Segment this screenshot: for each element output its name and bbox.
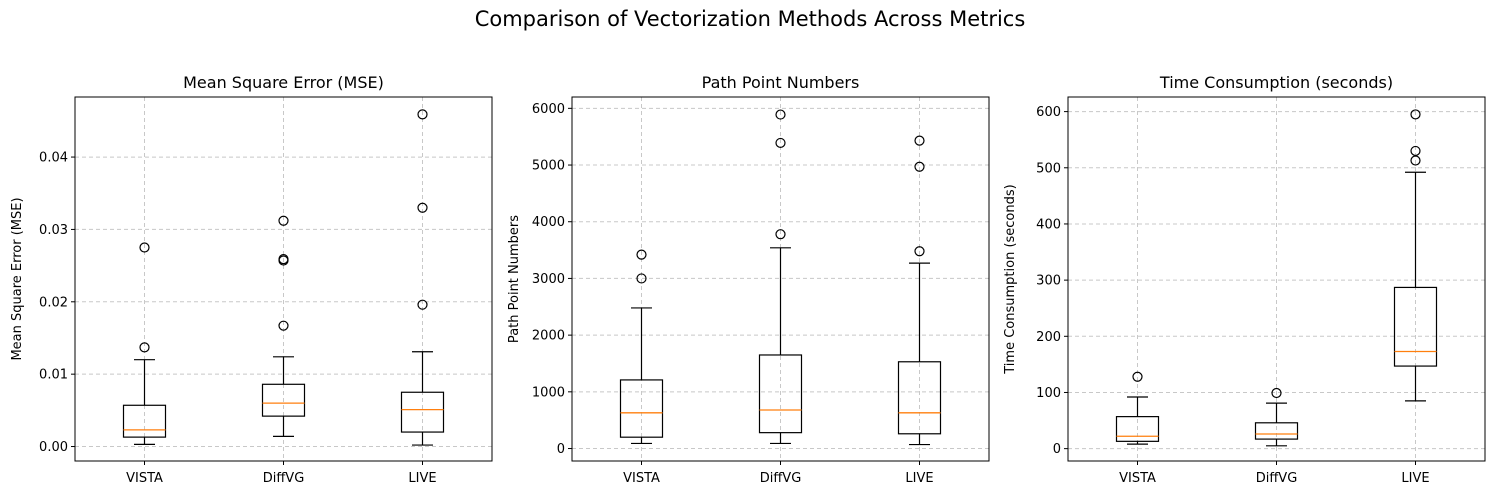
outlier-point	[417, 299, 428, 310]
y-tick-label: 0.02	[39, 295, 68, 310]
box-diffvg	[1254, 387, 1299, 447]
y-axis-label: Mean Square Error (MSE)	[10, 197, 25, 360]
outlier-point	[775, 229, 786, 240]
y-tick-label: 0.00	[39, 440, 68, 455]
y-axis-label: Path Point Numbers	[507, 215, 522, 343]
y-tick-label: 0.04	[39, 151, 68, 166]
outlier-point	[139, 242, 150, 253]
box-vista	[122, 242, 167, 445]
outlier-point	[914, 246, 925, 257]
y-tick-label: 0	[1053, 442, 1061, 457]
iqr-box	[1254, 422, 1299, 440]
box-live	[897, 135, 942, 446]
x-tick-label-live: LIVE	[1401, 471, 1429, 486]
y-tick-label: 3000	[532, 272, 565, 287]
x-tick-label-vista: VISTA	[1119, 471, 1156, 486]
y-tick-label: 500	[1036, 161, 1061, 176]
y-tick-label: 0.03	[39, 223, 68, 238]
panel-3: 0 100 200 300 400 500 600 VISTA DiffVG LIVE Time C…	[1003, 73, 1486, 486]
iqr-box	[1393, 286, 1438, 367]
panel-2: 0 1000 2000 3000 4000 5000 6000 VISTA DiffVG LIVE…	[507, 73, 990, 486]
box-diffvg	[261, 215, 306, 437]
outlier-point	[278, 253, 289, 265]
y-tick-label: 6000	[532, 102, 565, 117]
outlier-point	[417, 202, 428, 213]
outlier-point	[1132, 371, 1143, 382]
outlier-point	[1271, 387, 1282, 399]
y-tick-label: 600	[1036, 105, 1061, 120]
outlier-point	[775, 109, 786, 120]
y-tick-label: 2000	[532, 329, 565, 344]
x-tick-label-live: LIVE	[408, 471, 436, 486]
outlier-point	[278, 320, 289, 331]
outlier-point	[775, 137, 786, 149]
outlier-point	[636, 249, 647, 260]
box-live	[400, 109, 445, 446]
y-tick-label: 0	[557, 442, 565, 457]
x-tick-label-vista: VISTA	[126, 471, 163, 486]
outlier-point	[1410, 109, 1421, 120]
panel-title: Mean Square Error (MSE)	[183, 73, 384, 92]
y-tick-label: 400	[1036, 217, 1061, 232]
outlier-point	[1410, 145, 1421, 157]
box-live	[1393, 109, 1438, 402]
y-tick-label: 1000	[532, 385, 565, 400]
iqr-box	[400, 391, 445, 433]
outlier-point	[636, 273, 647, 284]
y-tick-label: 5000	[532, 159, 565, 174]
y-axis-label: Time Consumption (seconds)	[1003, 184, 1018, 374]
x-tick-label-diffvg: DiffVG	[263, 471, 305, 486]
y-tick-label: 200	[1036, 330, 1061, 345]
x-tick-label-vista: VISTA	[623, 471, 660, 486]
y-tick-label: 100	[1036, 386, 1061, 401]
outlier-point	[417, 109, 428, 120]
outlier-point	[914, 161, 925, 172]
box-diffvg	[758, 109, 803, 445]
y-tick-label: 300	[1036, 274, 1061, 289]
outlier-point	[139, 342, 150, 353]
x-tick-label-diffvg: DiffVG	[1256, 471, 1298, 486]
panel-title: Time Consumption (seconds)	[1159, 73, 1393, 92]
panel-title: Path Point Numbers	[702, 73, 860, 92]
box-vista	[1115, 371, 1160, 445]
y-tick-label: 0.01	[39, 368, 68, 383]
x-tick-label-live: LIVE	[905, 471, 933, 486]
outlier-point	[914, 135, 925, 146]
figure-title: Comparison of Vectorization Methods Acro…	[475, 7, 1026, 31]
iqr-box	[261, 383, 306, 417]
panel-1: 0.00 0.01 0.02 0.03 0.04 VISTA DiffVG LIVE Mean …	[10, 73, 493, 486]
iqr-box	[1115, 416, 1160, 442]
box-vista	[619, 249, 664, 445]
iqr-box	[122, 404, 167, 438]
iqr-box	[758, 354, 803, 434]
iqr-box	[897, 361, 942, 435]
iqr-box	[619, 379, 664, 438]
x-tick-label-diffvg: DiffVG	[760, 471, 802, 486]
y-tick-label: 4000	[532, 215, 565, 230]
outlier-point	[278, 215, 289, 226]
